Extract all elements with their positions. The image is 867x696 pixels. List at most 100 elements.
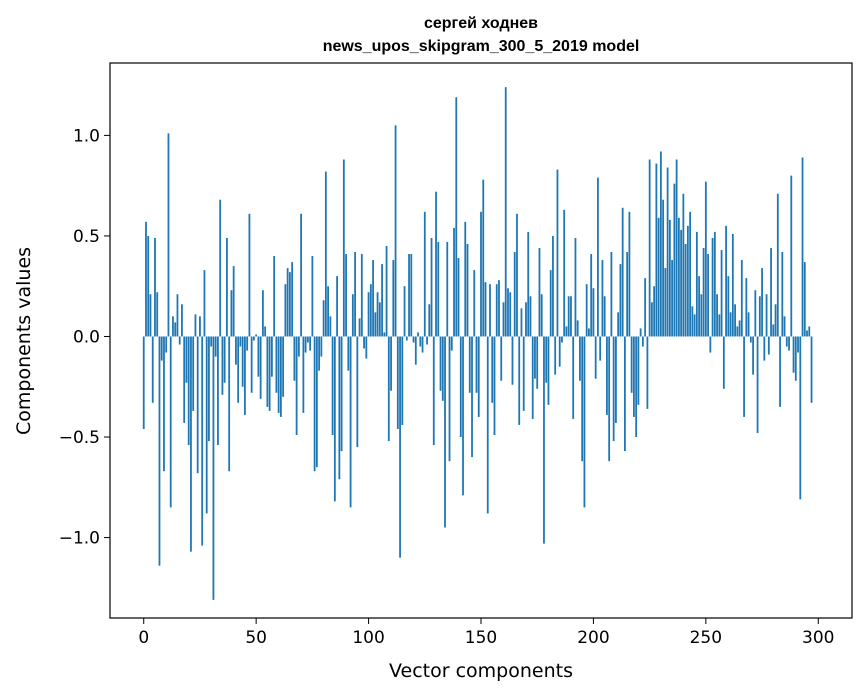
bar	[702, 248, 705, 337]
bar	[365, 336, 368, 359]
bar	[749, 336, 752, 343]
bar	[491, 336, 494, 403]
bar	[513, 252, 516, 337]
bar	[707, 254, 709, 337]
bar	[621, 207, 624, 337]
bar	[473, 270, 476, 337]
bar	[738, 320, 741, 337]
bar	[790, 175, 793, 337]
chart-title-line1: сергей ходнев	[424, 15, 538, 32]
bar	[178, 336, 181, 345]
bar	[147, 235, 150, 337]
y-tick-label: −0.5	[59, 428, 100, 448]
bar	[576, 320, 579, 337]
y-tick-label: 1.0	[73, 126, 100, 146]
bar	[358, 318, 361, 337]
bar	[743, 336, 745, 417]
bar	[549, 270, 552, 337]
bar	[297, 336, 300, 357]
bar	[345, 254, 347, 337]
bar	[527, 231, 530, 337]
bar	[693, 314, 696, 337]
bar	[624, 336, 626, 452]
bar	[765, 294, 768, 337]
bar	[801, 157, 804, 337]
bar	[196, 336, 199, 474]
bar	[223, 336, 226, 383]
bar	[567, 296, 570, 337]
bar	[304, 336, 307, 353]
bar	[484, 282, 487, 337]
bar	[603, 296, 606, 337]
bar	[588, 328, 590, 337]
bar	[430, 237, 433, 337]
x-tick-label: 100	[352, 628, 384, 648]
bar	[394, 125, 397, 337]
bar	[788, 336, 790, 351]
bar	[437, 241, 440, 337]
bar	[293, 336, 296, 381]
bar	[522, 336, 525, 411]
bar	[421, 336, 424, 353]
bar	[336, 276, 338, 337]
bar	[673, 183, 676, 337]
bar	[758, 296, 761, 337]
x-tick-label: 300	[802, 628, 834, 648]
bar	[682, 193, 685, 337]
bar	[689, 211, 692, 337]
bar	[781, 252, 784, 337]
bar	[635, 336, 638, 438]
bar	[329, 316, 332, 337]
bar	[246, 336, 249, 351]
x-tick-label: 150	[465, 628, 497, 648]
bar	[273, 256, 276, 337]
bar	[405, 336, 408, 341]
bar	[747, 312, 750, 337]
bar	[545, 336, 548, 383]
bar	[547, 336, 550, 405]
bar	[619, 264, 622, 337]
bar	[331, 336, 334, 436]
x-tick-label: 50	[245, 628, 267, 648]
bar	[720, 250, 723, 337]
bar	[327, 286, 329, 337]
bar	[718, 314, 721, 337]
bar	[767, 336, 770, 355]
bar	[520, 308, 523, 337]
bar	[570, 296, 572, 337]
bar	[785, 336, 788, 347]
bar	[288, 272, 291, 337]
bar	[615, 336, 617, 423]
bar	[347, 336, 350, 371]
bar	[592, 288, 595, 337]
bar	[306, 336, 309, 343]
bar	[507, 288, 509, 337]
bar	[464, 221, 467, 337]
bar	[414, 336, 417, 365]
bar	[590, 254, 593, 337]
bar	[392, 260, 395, 337]
bar	[565, 326, 568, 337]
bar	[504, 87, 507, 337]
bar	[279, 336, 282, 417]
bar	[185, 336, 188, 383]
bar	[412, 336, 415, 343]
bar	[468, 336, 471, 393]
bar	[511, 336, 514, 385]
bar	[736, 326, 739, 337]
bar	[399, 336, 401, 558]
bar	[572, 336, 575, 419]
bar	[626, 252, 629, 337]
bar	[435, 191, 437, 337]
bar	[554, 336, 557, 375]
bar	[217, 336, 219, 446]
x-tick-label: 250	[690, 628, 722, 648]
bar	[531, 336, 534, 419]
bar	[257, 336, 260, 377]
bar	[151, 336, 154, 403]
bar	[262, 290, 264, 337]
bar	[763, 336, 766, 361]
bar	[810, 336, 813, 403]
bar	[338, 336, 341, 480]
